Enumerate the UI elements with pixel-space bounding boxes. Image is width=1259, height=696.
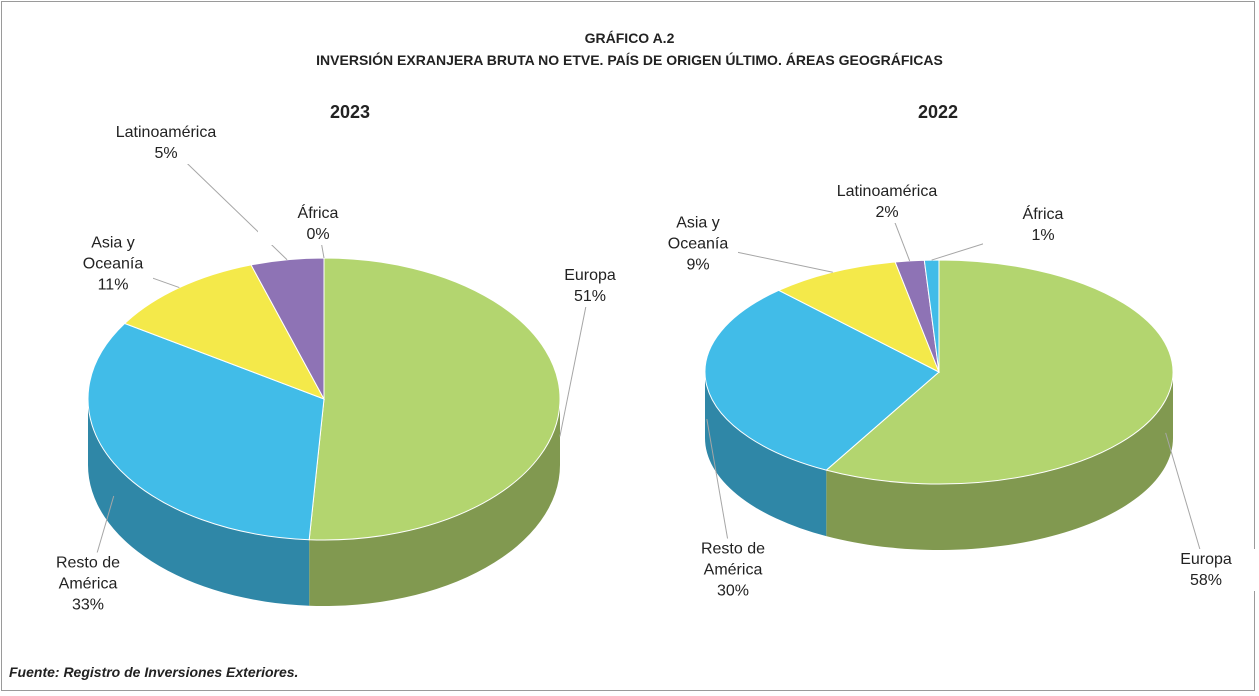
data-label: Latinoamérica 2% bbox=[827, 181, 947, 223]
chart-subtitle: INVERSIÓN EXRANJERA BRUTA NO ETVE. PAÍS … bbox=[316, 52, 943, 68]
pie-side bbox=[88, 399, 310, 606]
label-value: 2% bbox=[875, 204, 899, 221]
label-name: Resto de América bbox=[55, 554, 121, 593]
source-note: Fuente: Registro de Inversiones Exterior… bbox=[9, 664, 299, 680]
pie-slice bbox=[777, 261, 940, 374]
label-value: 1% bbox=[1031, 227, 1055, 244]
pie-title: 2023 bbox=[329, 102, 371, 122]
label-value: 33% bbox=[71, 596, 105, 614]
pie-slice bbox=[308, 257, 561, 541]
label-name: Asia y Oceanía bbox=[82, 234, 144, 273]
data-label: África 1% bbox=[983, 204, 1103, 246]
label-name: Latinoamérica bbox=[115, 124, 217, 141]
pie-slice bbox=[704, 289, 940, 471]
pie-slice bbox=[123, 264, 326, 400]
chart-title: GRÁFICO A.2 bbox=[584, 30, 675, 46]
pie-side bbox=[826, 372, 1173, 550]
data-label: África 0% bbox=[258, 203, 378, 245]
label-value: 5% bbox=[154, 145, 178, 162]
data-label: Resto de América 33% bbox=[48, 552, 128, 616]
label-value: 58% bbox=[1189, 572, 1223, 589]
pie-side bbox=[309, 399, 560, 606]
label-value: 30% bbox=[716, 582, 750, 600]
data-label: Asia y Oceanía 11% bbox=[73, 232, 153, 296]
leader-line bbox=[1165, 432, 1207, 571]
data-label: Latinoamérica 5% bbox=[106, 122, 226, 164]
label-name: Asia y Oceanía bbox=[667, 214, 729, 253]
label-value: 11% bbox=[97, 276, 129, 294]
leader-line bbox=[559, 285, 591, 437]
label-value: 51% bbox=[573, 288, 607, 305]
label-name: Europa bbox=[564, 267, 616, 284]
pie-slice bbox=[87, 322, 325, 541]
label-name: Europa bbox=[1180, 551, 1232, 568]
label-name: Latinoamérica bbox=[836, 183, 938, 200]
data-label: Resto de América 30% bbox=[693, 538, 773, 602]
pie-slice bbox=[825, 259, 1174, 485]
data-label: Europa 58% bbox=[1146, 549, 1259, 591]
data-label: Asia y Oceanía 9% bbox=[658, 212, 738, 276]
label-value: 9% bbox=[686, 256, 710, 274]
label-value: 0% bbox=[306, 226, 330, 243]
pie-side bbox=[705, 372, 827, 537]
pie-title: 2022 bbox=[917, 102, 959, 122]
label-name: África bbox=[1022, 206, 1064, 223]
label-name: África bbox=[297, 205, 339, 222]
label-name: Resto de América bbox=[700, 540, 766, 579]
data-label: Europa 51% bbox=[530, 265, 650, 307]
